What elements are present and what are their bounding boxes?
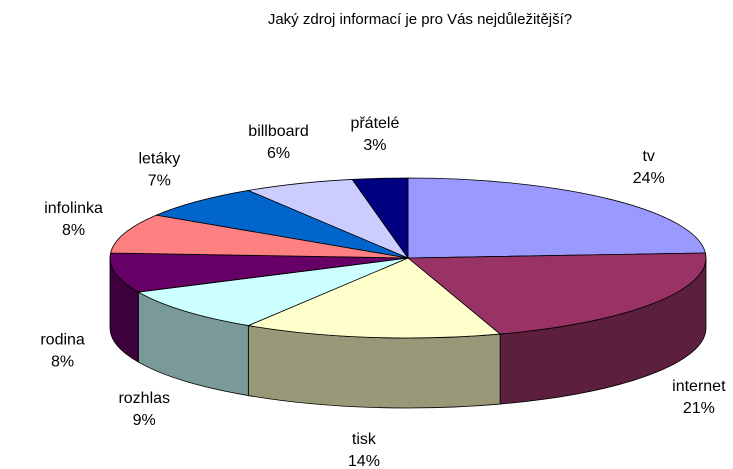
slice-value-label: 14%	[348, 453, 380, 469]
slice-value-label: 9%	[133, 412, 156, 429]
slice	[109, 252, 409, 293]
slice-label: rozhlas	[118, 390, 170, 407]
slice-value-label: 6%	[267, 145, 290, 162]
slice	[137, 257, 409, 326]
slice-label: internet	[672, 378, 726, 395]
slice-label: tisk	[352, 431, 377, 448]
slice-value-label: 24%	[633, 170, 665, 187]
slice-value-label: 7%	[148, 173, 171, 190]
slice	[351, 177, 409, 260]
slice-side	[247, 325, 501, 409]
slice	[110, 214, 409, 259]
chart-title: Jaký zdroj informací je pro Vás nejdůlež…	[268, 11, 572, 28]
slice-label: rodina	[40, 331, 85, 348]
slice-value-label: 21%	[683, 400, 715, 417]
slice-value-label: 8%	[62, 222, 85, 239]
slice-label: billboard	[248, 123, 308, 140]
slice-label: infolinka	[44, 200, 103, 217]
slice-label: tv	[642, 148, 654, 165]
slice-label: přátelé	[350, 115, 399, 132]
slice-value-label: 3%	[363, 137, 386, 154]
slice-label: letáky	[138, 151, 180, 168]
slice	[246, 257, 502, 339]
slice-value-label: 8%	[51, 353, 74, 370]
slice	[406, 252, 707, 335]
slice	[407, 177, 706, 259]
slice	[154, 190, 409, 259]
